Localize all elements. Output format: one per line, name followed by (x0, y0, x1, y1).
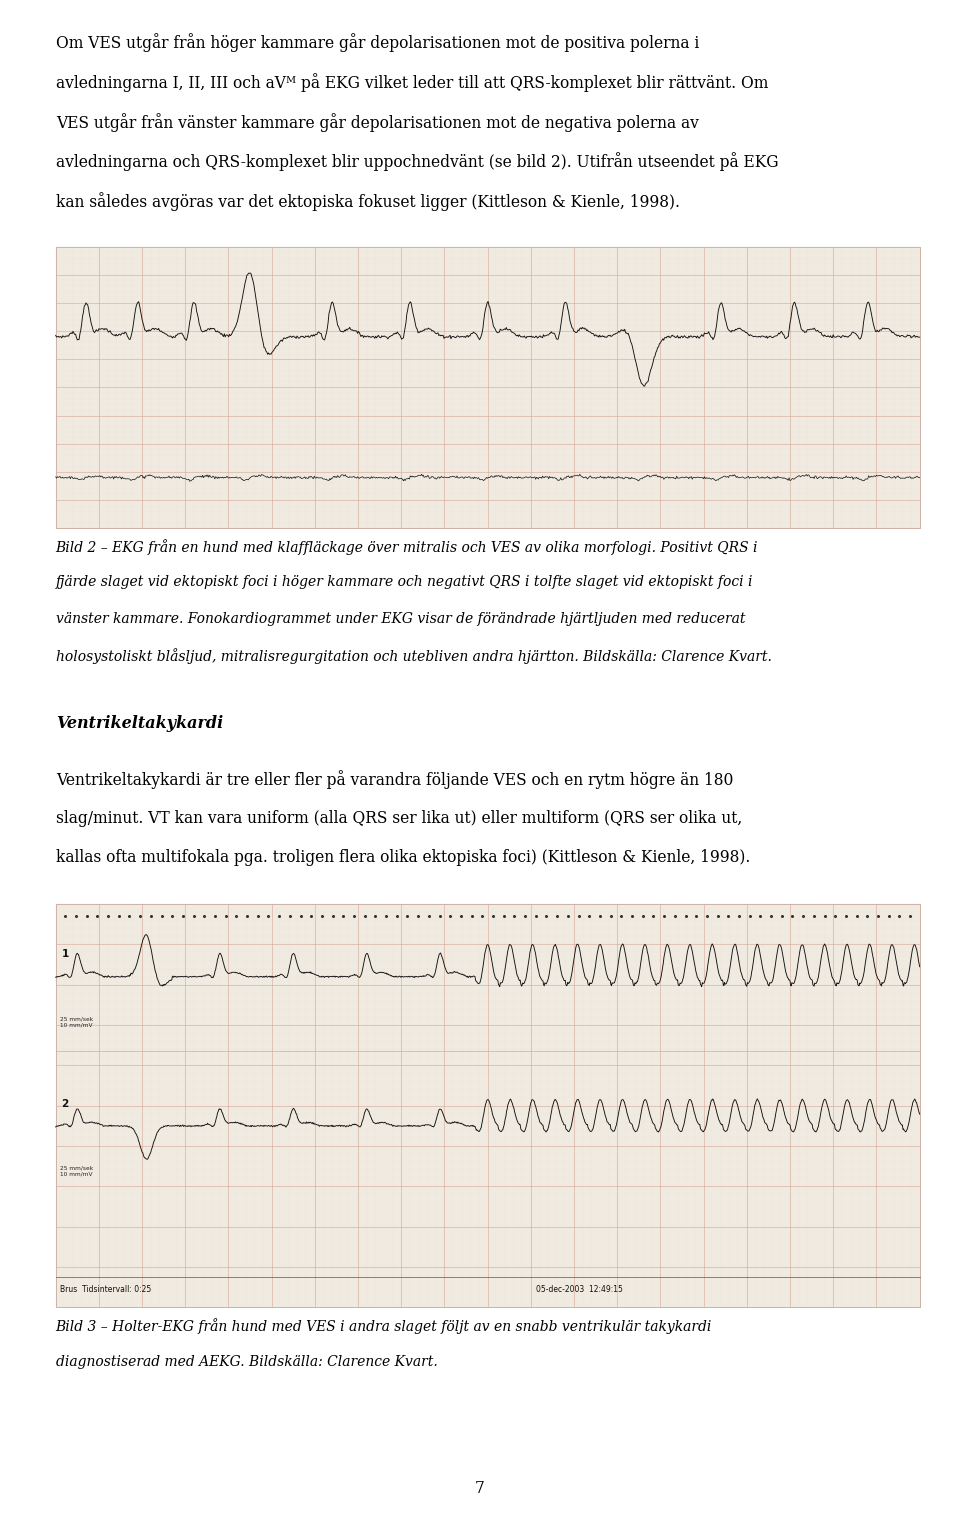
Text: Om VES utgår från höger kammare går depolarisationen mot de positiva polerna i: Om VES utgår från höger kammare går depo… (56, 33, 699, 52)
Text: 25 mm/sek
10 mm/mV: 25 mm/sek 10 mm/mV (60, 1017, 93, 1027)
Text: VES utgår från vänster kammare går depolarisationen mot de negativa polerna av: VES utgår från vänster kammare går depol… (56, 113, 699, 131)
Text: Bild 3 – Holter-EKG från hund med VES i andra slaget följt av en snabb ventrikul: Bild 3 – Holter-EKG från hund med VES i … (56, 1318, 712, 1333)
Text: 25 mm/sek
10 mm/mV: 25 mm/sek 10 mm/mV (60, 1166, 93, 1177)
Text: avledningarna och QRS-komplexet blir uppochnedvänt (se bild 2). Utifrån utseende: avledningarna och QRS-komplexet blir upp… (56, 152, 779, 170)
Bar (56, 247, 920, 528)
Text: Bild 2 – EKG från en hund med klaffläckage över mitralis och VES av olika morfol: Bild 2 – EKG från en hund med klaffläcka… (56, 539, 758, 554)
Text: slag/minut. VT kan vara uniform (alla QRS ser lika ut) eller multiform (QRS ser : slag/minut. VT kan vara uniform (alla QR… (56, 810, 742, 826)
Text: 05-dec-2003  12:49:15: 05-dec-2003 12:49:15 (536, 1285, 622, 1294)
Text: 7: 7 (475, 1479, 485, 1498)
Text: vänster kammare. Fonokardiogrammet under EKG visar de förändrade hjärtljuden med: vänster kammare. Fonokardiogrammet under… (56, 612, 745, 626)
Text: holosystoliskt blåsljud, mitralisregurgitation och utebliven andra hjärtton. Bil: holosystoliskt blåsljud, mitralisregurgi… (56, 648, 772, 664)
Text: fjärde slaget vid ektopiskt foci i höger kammare och negativt QRS i tolfte slage: fjärde slaget vid ektopiskt foci i höger… (56, 575, 754, 589)
Text: Ventrikeltakykardi är tre eller fler på varandra följande VES och en rytm högre : Ventrikeltakykardi är tre eller fler på … (56, 770, 733, 788)
Text: avledningarna I, II, III och aVᴹ på EKG vilket leder till att QRS-komplexet blir: avledningarna I, II, III och aVᴹ på EKG … (56, 73, 768, 91)
Text: kallas ofta multifokala pga. troligen flera olika ektopiska foci) (Kittleson & K: kallas ofta multifokala pga. troligen fl… (56, 849, 750, 866)
Text: kan således avgöras var det ektopiska fokuset ligger (Kittleson & Kienle, 1998).: kan således avgöras var det ektopiska fo… (56, 192, 680, 210)
Text: diagnostiserad med AEKG. Bildskälla: Clarence Kvart.: diagnostiserad med AEKG. Bildskälla: Cla… (56, 1355, 438, 1368)
Text: 1: 1 (61, 950, 69, 959)
Bar (56, 904, 920, 1307)
Text: Ventrikeltakykardi: Ventrikeltakykardi (56, 715, 223, 732)
Text: 2: 2 (61, 1099, 69, 1108)
Text: Brus  Tidsintervall: 0:25: Brus Tidsintervall: 0:25 (60, 1285, 151, 1294)
